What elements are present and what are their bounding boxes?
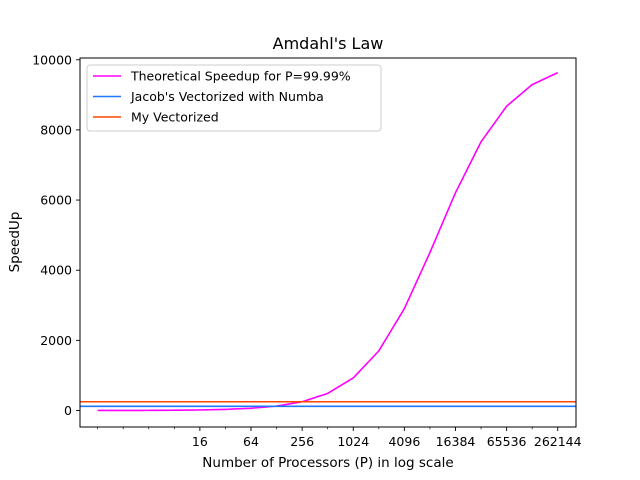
legend-frame	[86, 64, 382, 132]
x-tick-label-7: 262144	[534, 434, 582, 449]
legend-label-2: My Vectorized	[131, 110, 219, 125]
x-tick-label-5: 16384	[436, 434, 476, 449]
y-tick-label-5: 10000	[32, 52, 72, 67]
x-tick-label-4: 4096	[388, 434, 420, 449]
legend-label-0: Theoretical Speedup for P=99.99%	[130, 69, 351, 84]
y-tick-label-3: 6000	[40, 193, 72, 208]
x-axis: 16 64 256 1024 4096 16384 65536 262144	[97, 427, 582, 449]
x-axis-label: Number of Processors (P) in log scale	[202, 455, 453, 471]
legend-label-1: Jacob's Vectorized with Numba	[130, 89, 324, 104]
chart-title: Amdahl's Law	[273, 34, 384, 53]
y-tick-label-4: 8000	[40, 122, 72, 137]
legend: Theoretical Speedup for P=99.99% Jacob's …	[86, 64, 382, 132]
x-tick-label-2: 256	[290, 434, 314, 449]
y-axis-label: SpeedUp	[7, 212, 23, 273]
y-tick-label-2: 4000	[40, 263, 72, 278]
x-tick-label-6: 65536	[487, 434, 527, 449]
y-tick-label-0: 0	[64, 403, 72, 418]
x-tick-label-3: 1024	[337, 434, 369, 449]
series-layer	[80, 71, 576, 412]
x-tick-label-0: 16	[192, 434, 208, 449]
y-tick-label-1: 2000	[40, 333, 72, 348]
x-tick-label-1: 64	[243, 434, 259, 449]
series-line-0	[97, 71, 559, 412]
y-axis: 0 2000 4000 6000 8000 10000	[32, 52, 80, 418]
